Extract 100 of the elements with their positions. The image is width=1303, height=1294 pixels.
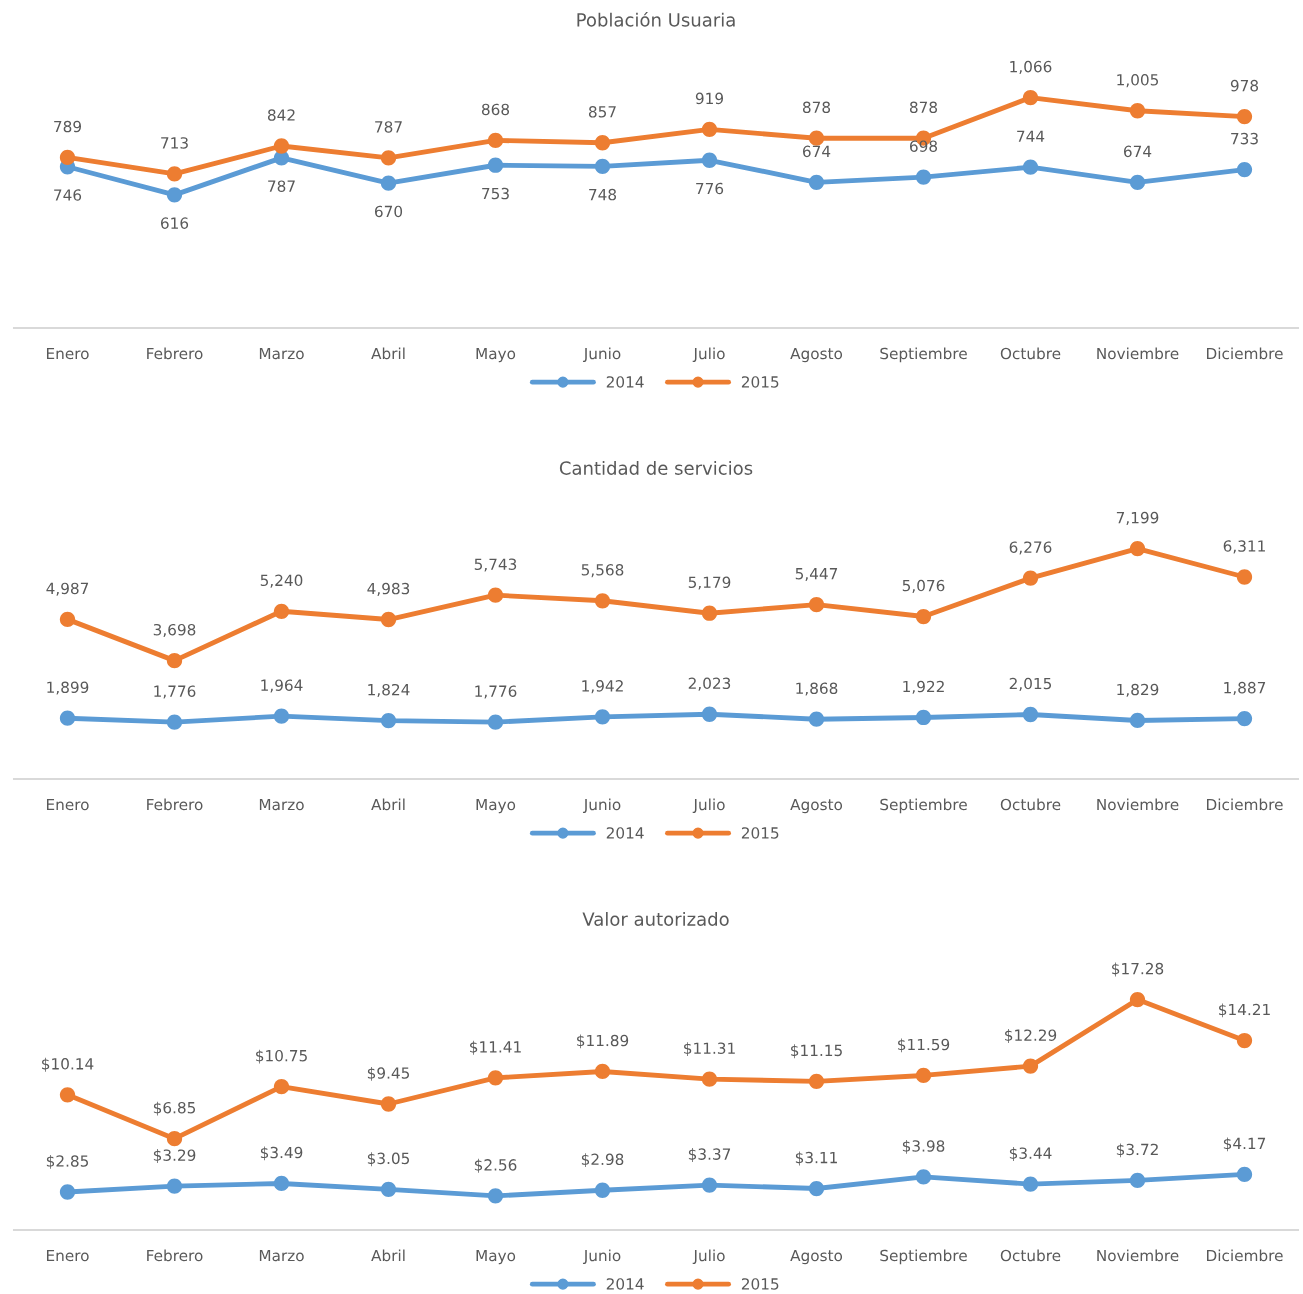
point (1236, 1166, 1253, 1183)
point (59, 1087, 76, 1103)
point (487, 714, 504, 730)
x-tick-label: Abril (371, 1249, 405, 1262)
data-label: 857 (588, 106, 616, 118)
data-label: 3,698 (153, 623, 196, 638)
point (166, 187, 183, 203)
point (380, 712, 397, 729)
point (1236, 108, 1253, 125)
point (166, 653, 183, 669)
x-tick-label: Marzo (259, 798, 304, 811)
data-label: $12.29 (1005, 1029, 1057, 1043)
data-label: $10.75 (256, 1049, 307, 1064)
x-tick-label: Septiembre (880, 347, 967, 363)
x-tick-label: Mayo (476, 1249, 516, 1265)
data-label: $3.72 (1116, 1143, 1158, 1158)
point (808, 1180, 825, 1197)
point (594, 1182, 611, 1198)
data-label: 919 (695, 92, 724, 105)
x-tick-label: Agosto (790, 798, 843, 814)
data-label: 878 (909, 101, 938, 114)
data-label: 787 (375, 121, 402, 133)
data-label: $3.29 (153, 1149, 196, 1163)
data-label: $2.56 (474, 1158, 517, 1173)
data-label: $11.41 (470, 1040, 521, 1055)
point (1129, 712, 1146, 729)
x-tick-label: Octubre (1000, 798, 1061, 811)
data-label: 1,066 (1010, 60, 1052, 74)
legend-label: 2015 (741, 1278, 779, 1290)
data-label: 5,179 (688, 576, 731, 590)
point (808, 711, 825, 727)
x-tick-label: Febrero (147, 798, 203, 811)
point (1022, 706, 1039, 723)
data-label: $3.44 (1009, 1147, 1052, 1161)
point (1236, 1032, 1253, 1049)
data-label: 753 (482, 187, 509, 200)
point (59, 611, 76, 628)
point (1129, 991, 1146, 1008)
data-label: 6,276 (1009, 541, 1052, 555)
x-tick-label: Marzo (259, 1249, 304, 1262)
x-tick-label: Agosto (790, 347, 843, 363)
data-label: 7,199 (1116, 511, 1159, 525)
data-label: $11.15 (791, 1044, 842, 1059)
point (166, 714, 183, 730)
data-label: 1,899 (47, 681, 89, 695)
point (380, 1181, 397, 1197)
point (915, 709, 932, 726)
x-tick-label: Junio (582, 798, 621, 814)
point (808, 130, 825, 146)
x-tick-label: Enero (46, 798, 89, 811)
data-label: 1,824 (368, 683, 410, 697)
point (594, 135, 611, 151)
legend-label: 2014 (606, 827, 644, 839)
point (1022, 1058, 1039, 1074)
point (487, 157, 504, 173)
point (273, 708, 290, 724)
point (1236, 569, 1253, 585)
point (1022, 570, 1039, 586)
point (808, 597, 825, 613)
x-tick-label: Septiembre (880, 798, 967, 814)
point (59, 149, 76, 166)
x-tick-label: Junio (582, 347, 621, 363)
x-tick-label: Enero (46, 347, 89, 360)
x-tick-label: Octubre (1000, 1249, 1061, 1262)
data-label: 5,743 (474, 558, 517, 572)
point (59, 1184, 76, 1200)
chart-title: Cantidad de servicios (559, 460, 753, 475)
point (1129, 540, 1146, 557)
point (59, 710, 76, 726)
point (701, 706, 718, 722)
point (273, 1175, 290, 1192)
x-tick-label: Diciembre (1207, 347, 1283, 360)
data-label: $14.21 (1219, 1003, 1270, 1018)
point (1022, 159, 1039, 175)
point (1129, 1172, 1146, 1189)
data-label: 878 (802, 101, 831, 114)
data-label: 4,987 (46, 582, 89, 596)
data-label: 978 (1230, 79, 1259, 92)
x-tick-label: Noviembre (1097, 798, 1179, 811)
data-label: 1,005 (1117, 74, 1159, 88)
point (273, 138, 290, 154)
point (808, 1073, 825, 1089)
point (915, 608, 932, 625)
data-label: 1,868 (796, 682, 838, 696)
x-tick-label: Mayo (476, 798, 516, 814)
data-label: 5,568 (581, 564, 624, 578)
data-label: 1,942 (582, 680, 623, 694)
data-label: 5,240 (260, 574, 303, 588)
point (273, 1079, 290, 1095)
data-label: 5,076 (902, 579, 945, 593)
x-tick-label: Marzo (259, 347, 304, 360)
data-label: $3.49 (260, 1146, 303, 1161)
data-label: 868 (481, 103, 510, 116)
data-label: 776 (696, 182, 724, 195)
point (701, 1071, 718, 1087)
data-label: 5,447 (795, 568, 838, 582)
data-label: 713 (161, 137, 188, 149)
legend-label: 2015 (741, 376, 779, 388)
point (915, 1169, 932, 1185)
legend-label: 2014 (606, 1278, 644, 1290)
